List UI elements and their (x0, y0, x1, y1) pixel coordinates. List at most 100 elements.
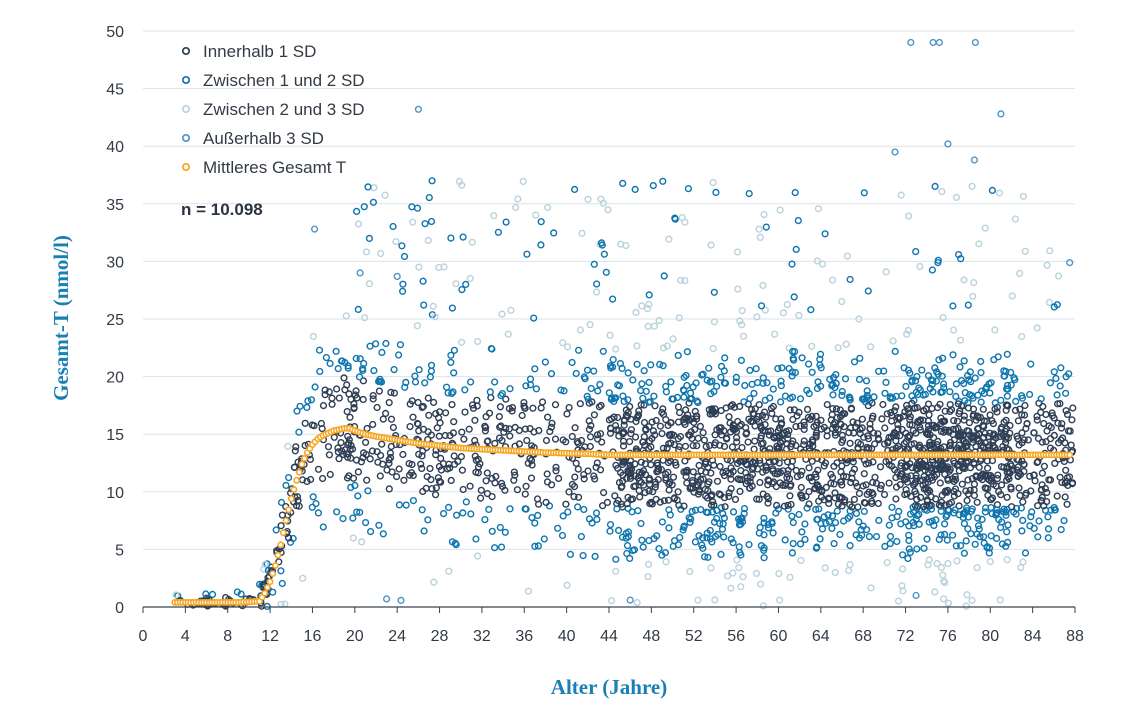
data-point (454, 457, 462, 466)
data-point (866, 425, 874, 433)
data-point (725, 413, 733, 421)
data-point (353, 508, 361, 516)
data-point (1044, 525, 1053, 533)
data-point (584, 195, 592, 203)
data-point (303, 477, 311, 486)
data-point (897, 191, 905, 199)
data-point (637, 458, 645, 466)
data-point (743, 473, 751, 482)
data-point (954, 424, 962, 433)
data-point (402, 378, 410, 387)
data-point (363, 424, 371, 433)
data-point (1000, 372, 1008, 380)
data-point (836, 420, 845, 428)
data-point (415, 450, 423, 458)
data-point (513, 486, 522, 494)
data-point (511, 471, 519, 479)
data-point (719, 510, 727, 518)
data-point (662, 558, 670, 566)
data-point (710, 501, 718, 509)
data-point (717, 362, 726, 371)
data-point (736, 517, 744, 525)
data-point (440, 263, 448, 271)
data-point (788, 512, 796, 520)
data-point (577, 436, 586, 445)
data-point (904, 554, 912, 563)
data-point (369, 395, 377, 403)
data-point (940, 443, 948, 451)
data-point (552, 467, 560, 475)
data-point (813, 515, 821, 524)
data-point (845, 429, 853, 437)
data-point (788, 440, 796, 448)
data-point (606, 527, 614, 535)
data-point (272, 526, 280, 534)
data-point (339, 514, 347, 523)
data-point (902, 438, 910, 446)
data-point (916, 493, 925, 502)
data-point (655, 317, 663, 325)
data-point (375, 387, 384, 395)
data-point (430, 398, 438, 407)
data-point (659, 444, 668, 452)
data-point (425, 411, 433, 419)
data-point (650, 322, 659, 330)
data-point (943, 536, 951, 544)
data-point (709, 344, 717, 353)
data-point (748, 482, 756, 490)
data-point (979, 533, 988, 541)
data-point (612, 555, 620, 563)
data-point (1027, 487, 1035, 495)
data-point (498, 482, 507, 491)
data-point (749, 458, 757, 466)
data-point (1024, 436, 1032, 444)
data-point (315, 346, 324, 354)
data-point (811, 484, 820, 493)
data-point (991, 405, 999, 413)
data-point (1020, 411, 1029, 419)
data-point (939, 571, 947, 579)
data-point (977, 357, 985, 366)
data-point (954, 400, 962, 408)
data-point (354, 492, 362, 500)
data-point (902, 382, 910, 391)
data-point (997, 491, 1005, 499)
data-point (954, 432, 962, 440)
data-point (560, 387, 568, 395)
data-point (619, 442, 628, 450)
data-point (571, 424, 579, 432)
data-point (912, 474, 921, 483)
data-point (449, 429, 458, 437)
data-point (940, 530, 949, 539)
data-point (881, 542, 889, 551)
data-point (413, 204, 422, 212)
data-point (683, 348, 692, 356)
data-point (814, 205, 823, 213)
data-point (356, 508, 364, 516)
data-point (716, 519, 724, 528)
data-point (474, 337, 482, 346)
data-point (738, 307, 746, 315)
x-tick-label: 32 (473, 628, 491, 645)
data-point (742, 430, 750, 438)
data-point (960, 549, 969, 557)
data-point (510, 468, 518, 476)
data-point (765, 477, 773, 485)
data-point (1061, 389, 1070, 397)
data-point (960, 412, 969, 420)
data-point (900, 364, 908, 372)
data-point (684, 185, 693, 193)
data-point (960, 276, 968, 284)
data-point (335, 455, 343, 463)
data-point (860, 189, 868, 197)
data-point (955, 502, 963, 510)
data-point (978, 515, 986, 524)
data-point (460, 435, 468, 443)
data-point (962, 487, 970, 495)
data-point (789, 356, 798, 364)
data-point (738, 321, 746, 329)
data-point (487, 394, 495, 402)
legend-marker-mittleres-gesamt-t (181, 162, 191, 172)
data-point (854, 503, 862, 511)
data-point (1053, 492, 1061, 500)
